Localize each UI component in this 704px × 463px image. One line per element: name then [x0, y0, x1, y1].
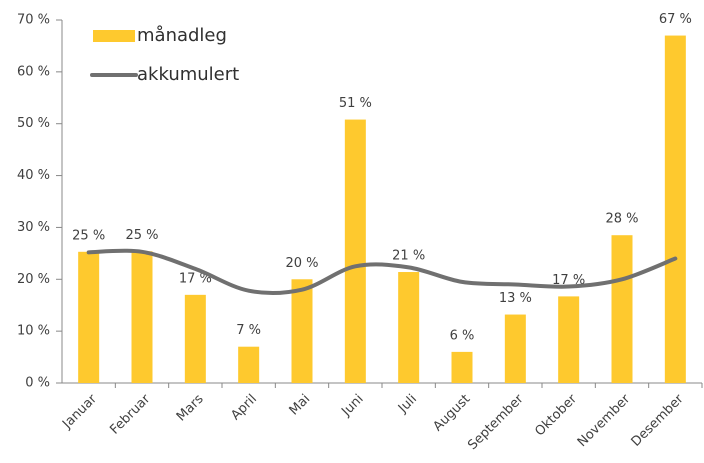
value-label: 20 %: [285, 256, 318, 271]
value-label: 28 %: [605, 212, 638, 227]
value-label: 21 %: [392, 249, 425, 264]
x-tick-label: Januar: [59, 391, 100, 432]
x-tick-label: Oktober: [532, 391, 580, 439]
value-label: 17 %: [179, 271, 212, 286]
y-tick-label: 0 %: [25, 376, 50, 391]
bar: [78, 251, 100, 383]
bar: [451, 351, 473, 383]
bar: [238, 346, 260, 383]
legend-swatch: [93, 30, 135, 42]
bar: [611, 235, 633, 383]
bar: [504, 314, 526, 383]
value-label: 7 %: [236, 323, 261, 338]
x-tick-label: September: [465, 391, 527, 453]
value-label: 25 %: [72, 228, 105, 243]
value-label: 6 %: [450, 328, 475, 343]
x-tick-label: August: [431, 392, 474, 435]
legend-label: månadleg: [137, 25, 227, 46]
bar: [184, 294, 206, 383]
value-label: 51 %: [339, 96, 372, 111]
x-tick-label: Desember: [629, 391, 687, 449]
y-tick-label: 10 %: [17, 324, 50, 339]
x-tick-label: April: [228, 392, 260, 424]
x-tick-label: Februar: [107, 391, 153, 437]
legend-label: akkumulert: [137, 64, 239, 85]
bar: [344, 119, 366, 384]
x-tick-label: Mai: [287, 392, 314, 419]
y-tick-label: 40 %: [17, 168, 50, 183]
bar: [291, 279, 313, 383]
value-label: 67 %: [659, 12, 692, 27]
y-tick-label: 50 %: [17, 116, 50, 131]
bar: [558, 296, 580, 383]
x-tick-label: Juli: [395, 392, 420, 417]
x-tick-label: Mars: [174, 392, 207, 425]
y-tick-label: 70 %: [17, 13, 50, 28]
bar: [398, 272, 420, 383]
y-tick-label: 20 %: [17, 272, 50, 287]
y-tick-label: 60 %: [17, 64, 50, 79]
value-label: 25 %: [125, 228, 158, 243]
line: [86, 248, 678, 295]
value-label: 13 %: [499, 291, 532, 306]
x-tick-label: November: [575, 391, 634, 450]
x-tick-label: Juni: [338, 392, 366, 420]
bar: [664, 35, 686, 384]
y-tick-label: 30 %: [17, 220, 50, 235]
bar: [131, 251, 153, 383]
